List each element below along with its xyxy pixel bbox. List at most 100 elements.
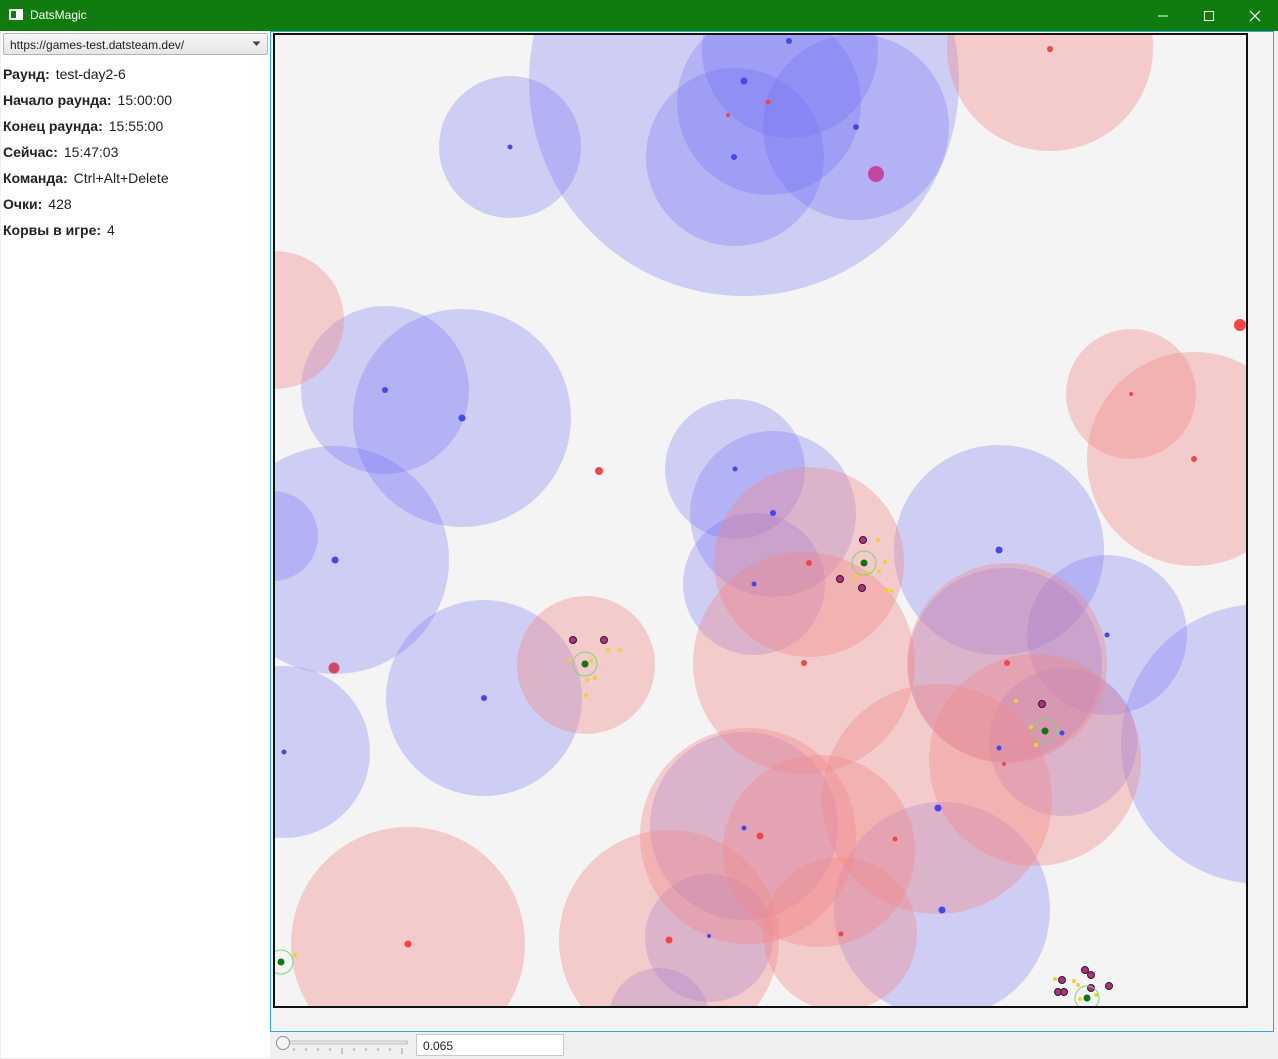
bounty-coin bbox=[589, 659, 593, 663]
blue-zone bbox=[677, 33, 861, 195]
round-start-row: Начало раунда: 15:00:00 bbox=[3, 92, 172, 108]
maximize-icon bbox=[1204, 10, 1214, 21]
ship-group bbox=[1014, 699, 1058, 747]
blue-anomaly-dot bbox=[786, 38, 792, 44]
ships-in-game-row: Корвы в игре: 4 bbox=[3, 222, 115, 238]
blue-anomaly-dot bbox=[751, 581, 757, 587]
score-value: 428 bbox=[48, 196, 72, 212]
slider-ticks bbox=[293, 1048, 403, 1054]
red-anomaly-dot bbox=[1191, 456, 1197, 462]
red-anomaly-dot bbox=[806, 560, 812, 566]
round-end-label: Конец раунда: bbox=[3, 118, 103, 134]
enemy-ship bbox=[859, 536, 867, 544]
enemy-ship bbox=[836, 575, 844, 583]
score-row: Очки: 428 bbox=[3, 196, 72, 212]
red-anomaly-dot bbox=[765, 99, 771, 105]
bounty-coin bbox=[876, 538, 880, 542]
bounty-coin bbox=[593, 676, 597, 680]
bounty-coin bbox=[1094, 993, 1098, 997]
map-zones-layer bbox=[273, 33, 1248, 1008]
bounty-coin bbox=[1078, 997, 1082, 1001]
round-start-label: Начало раунда: bbox=[3, 92, 112, 108]
red-anomaly-dot bbox=[1004, 660, 1010, 666]
blue-zone bbox=[834, 802, 1050, 1008]
window-title: DatsMagic bbox=[30, 8, 87, 22]
close-button[interactable] bbox=[1232, 0, 1278, 31]
red-anomaly-dot bbox=[756, 832, 764, 840]
chevron-down-icon[interactable] bbox=[252, 39, 261, 48]
blue-anomaly-dot bbox=[507, 144, 513, 150]
bounty-coin bbox=[1053, 977, 1057, 981]
bounty-coin bbox=[618, 648, 622, 652]
blue-anomaly-dot bbox=[770, 510, 776, 516]
blue-zone bbox=[989, 668, 1137, 816]
round-value: test-day2-6 bbox=[55, 66, 126, 82]
current-time-label: Сейчас: bbox=[3, 144, 58, 160]
close-icon bbox=[1249, 10, 1261, 21]
red-zone bbox=[822, 684, 1052, 914]
blue-anomaly-dot bbox=[934, 804, 942, 812]
round-row: Раунд: test-day2-6 bbox=[3, 66, 126, 82]
own-ship-range bbox=[273, 949, 294, 975]
red-zone bbox=[947, 33, 1153, 151]
score-label: Очки: bbox=[3, 196, 43, 212]
ship-group bbox=[567, 636, 622, 697]
bounty-coin bbox=[293, 953, 297, 957]
bounty-coin bbox=[585, 678, 589, 682]
blue-anomaly-dot bbox=[741, 825, 747, 831]
enemy-ship bbox=[858, 584, 866, 592]
blue-anomaly-dot bbox=[938, 906, 946, 914]
red-anomaly-large-dot bbox=[868, 166, 884, 182]
minimize-button[interactable] bbox=[1140, 0, 1186, 31]
ship-group bbox=[1053, 966, 1113, 1008]
bounty-coin bbox=[883, 560, 887, 564]
blue-zone bbox=[273, 491, 318, 581]
game-map-frame[interactable] bbox=[270, 31, 1274, 1032]
server-url-value: https://games-test.datsteam.dev/ bbox=[10, 38, 185, 52]
server-url-select[interactable]: https://games-test.datsteam.dev/ bbox=[3, 33, 268, 55]
window-app-icon bbox=[9, 9, 23, 20]
game-map[interactable] bbox=[273, 33, 1248, 1008]
red-anomaly-dot bbox=[665, 936, 673, 944]
own-ship-range bbox=[851, 550, 877, 576]
maximize-button[interactable] bbox=[1186, 0, 1232, 31]
blue-zone bbox=[610, 968, 708, 1008]
bounty-coin bbox=[885, 588, 889, 592]
red-anomaly-dot bbox=[404, 940, 412, 948]
enemy-ship bbox=[1038, 700, 1046, 708]
zoom-bar: 0.065 bbox=[270, 1032, 1278, 1059]
red-zone bbox=[1087, 352, 1248, 566]
team-row: Команда: Ctrl+Alt+Delete bbox=[3, 170, 169, 186]
enemy-ship bbox=[1081, 966, 1089, 974]
bounty-coin bbox=[1072, 979, 1076, 983]
blue-anomaly-dot bbox=[458, 414, 466, 422]
blue-anomaly-dot bbox=[740, 77, 748, 85]
enemy-ship bbox=[1058, 976, 1066, 984]
own-ship bbox=[1083, 994, 1091, 1002]
bounty-coin bbox=[1034, 743, 1038, 747]
team-value: Ctrl+Alt+Delete bbox=[73, 170, 169, 186]
zoom-slider[interactable] bbox=[274, 1035, 408, 1057]
round-start-value: 15:00:00 bbox=[117, 92, 173, 108]
red-anomaly-dot bbox=[838, 931, 844, 937]
own-ship bbox=[581, 660, 589, 668]
blue-zone bbox=[702, 33, 878, 138]
enemy-ship bbox=[1087, 971, 1095, 979]
ships-in-game-label: Корвы в игре: bbox=[3, 222, 102, 238]
blue-anomaly-dot bbox=[731, 154, 737, 160]
red-anomaly-dot bbox=[1002, 762, 1006, 766]
blue-zone bbox=[1121, 604, 1248, 884]
own-ship bbox=[1041, 727, 1049, 735]
blue-anomaly-dot bbox=[1104, 632, 1110, 638]
minimize-icon bbox=[1158, 15, 1168, 16]
blue-anomaly-dot bbox=[281, 749, 287, 755]
map-background bbox=[273, 33, 1248, 1008]
red-anomaly-dot bbox=[1047, 46, 1053, 52]
zoom-input[interactable]: 0.065 bbox=[416, 1034, 564, 1056]
bounty-coin bbox=[1014, 699, 1018, 703]
slider-thumb[interactable] bbox=[276, 1036, 290, 1050]
round-end-value: 15:55:00 bbox=[108, 118, 164, 134]
red-anomaly-dot bbox=[726, 113, 730, 117]
own-ship-range bbox=[1032, 718, 1058, 744]
blue-anomaly-dot bbox=[331, 556, 339, 564]
